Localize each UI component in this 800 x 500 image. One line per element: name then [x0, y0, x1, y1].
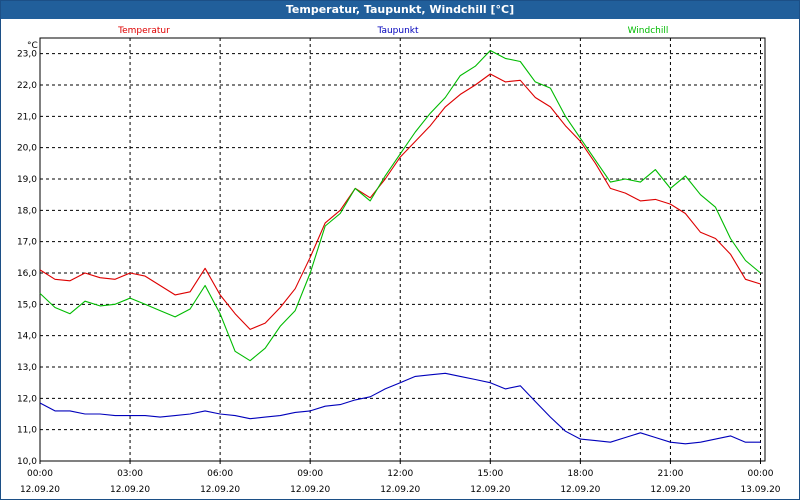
plot-area: [39, 37, 766, 462]
x-tick-date: 12.09.20: [200, 485, 240, 495]
x-tick-date: 12.09.20: [110, 485, 150, 495]
series-line-windchill: [39, 49, 761, 362]
legend-temperatur: Temperatur: [117, 26, 170, 36]
x-tick-time: 18:00: [567, 469, 593, 479]
y-tick-label: 16,0: [17, 269, 37, 279]
x-tick-time: 09:00: [297, 469, 323, 479]
series-line-taupunkt: [39, 372, 761, 445]
x-tick-date: 12.09.20: [560, 485, 600, 495]
x-tick-date: 12.09.20: [380, 485, 420, 495]
x-tick-time: 03:00: [117, 469, 143, 479]
y-tick-label: 11,0: [17, 426, 37, 436]
series-line-temperatur: [39, 73, 761, 330]
x-tick-time: 06:00: [207, 469, 233, 479]
y-tick-label: 22,0: [17, 81, 37, 91]
x-tick-time: 21:00: [657, 469, 683, 479]
x-tick-date: 12.09.20: [650, 485, 690, 495]
x-tick-date: 12.09.20: [290, 485, 330, 495]
x-tick-time: 00:00: [748, 469, 774, 479]
y-tick-label: 15,0: [17, 300, 37, 310]
x-tick-date: 12.09.20: [20, 485, 60, 495]
x-tick-date: 13.09.20: [740, 485, 780, 495]
y-tick-label: 13,0: [17, 363, 37, 373]
x-tick-date: 12.09.20: [470, 485, 510, 495]
x-tick-time: 00:00: [27, 469, 53, 479]
y-tick-label: 21,0: [17, 112, 37, 122]
window-title: Temperatur, Taupunkt, Windchill [°C]: [1, 1, 799, 19]
y-tick-label: 14,0: [17, 332, 37, 342]
legend-taupunkt: Taupunkt: [376, 26, 419, 36]
x-tick-time: 12:00: [387, 469, 413, 479]
legend-windchill: Windchill: [628, 26, 669, 36]
x-tick-time: 15:00: [477, 469, 503, 479]
y-tick-label: 18,0: [17, 206, 37, 216]
y-tick-label: 19,0: [17, 175, 37, 185]
y-axis-label: °C: [27, 41, 38, 51]
y-tick-label: 10,0: [17, 457, 37, 467]
y-tick-label: 17,0: [17, 238, 37, 248]
y-tick-label: 20,0: [17, 144, 37, 154]
y-tick-label: 12,0: [17, 394, 37, 404]
y-tick-label: 23,0: [17, 50, 37, 60]
